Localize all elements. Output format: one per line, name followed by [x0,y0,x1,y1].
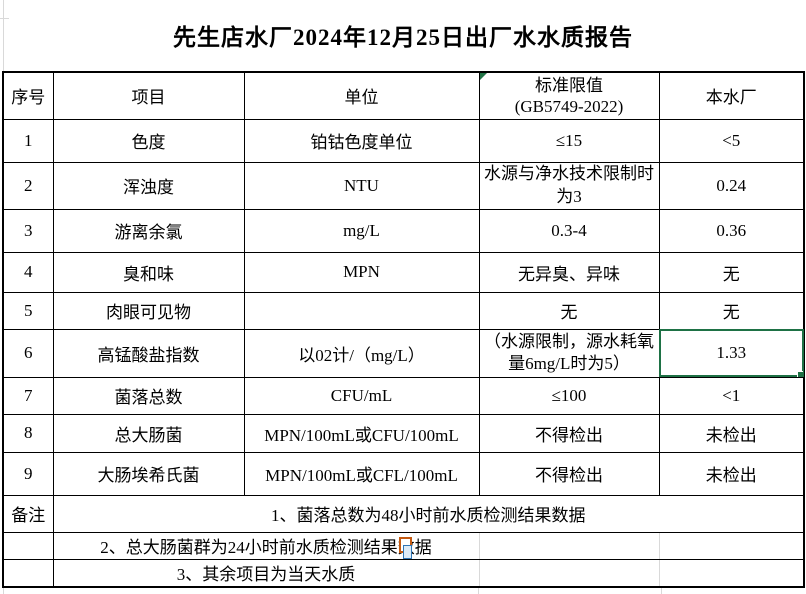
cell-no[interactable]: 1 [2,118,54,163]
paste-options-icon[interactable] [399,537,412,559]
table-row: 2 浑浊度 NTU 水源与净水技术限制时为3 0.24 [2,161,805,210]
cell-value[interactable]: 未检出 [658,451,805,496]
cell-unit[interactable]: NTU [243,161,480,210]
cell-item[interactable]: 肉眼可见物 [52,291,245,330]
table-row: 8 总大肠菌 MPN/100mL或CFU/100mL 不得检出 未检出 [2,413,805,453]
cell-item[interactable]: 大肠埃希氏菌 [52,451,245,496]
cell-item[interactable]: 高锰酸盐指数 [52,328,245,378]
note-row-3: 3、其余项目为当天水质 [2,558,805,588]
gridline-bottom-stub-2 [661,588,662,594]
cell-no[interactable]: 7 [2,376,54,415]
empty-cell[interactable] [658,531,805,560]
cell-no[interactable]: 9 [2,451,54,496]
cell-standard[interactable]: 不得检出 [478,413,660,453]
cell-no[interactable]: 6 [2,328,54,378]
note-empty-cell[interactable] [2,531,54,560]
cell-value[interactable]: 无 [658,251,805,293]
header-standard-line2: (GB5749-2022) [514,96,624,116]
note-row-1: 备注 1、菌落总数为48小时前水质检测结果数据 [2,494,805,533]
selected-cell[interactable]: 1.33 [658,328,805,378]
cell-standard[interactable]: 无 [478,291,660,330]
cell-standard[interactable]: 无异臭、异味 [478,251,660,293]
table-row: 7 菌落总数 CFU/mL ≤100 <1 [2,376,805,415]
report-title[interactable]: 先生店水厂2024年12月25日出厂水水质报告 [173,25,633,50]
table-row: 6 高锰酸盐指数 以02计/（mg/L） （水源限制，源水耗氧量6mg/L时为5） 1.… [2,328,805,378]
cell-item[interactable]: 臭和味 [52,251,245,293]
empty-cell[interactable] [478,558,660,588]
cell-no[interactable]: 5 [2,291,54,330]
empty-cell[interactable] [658,558,805,588]
table-row: 3 游离余氯 mg/L 0.3-4 0.36 [2,208,805,253]
cell-unit[interactable]: mg/L [243,208,480,253]
note-label-cell[interactable]: 备注 [2,494,54,533]
cell-unit[interactable]: 以02计/（mg/L） [243,328,480,378]
header-row: 序号 项目 单位 标准限值 (GB5749-2022) 本水厂 [2,71,805,120]
header-unit[interactable]: 单位 [243,71,480,120]
cell-unit[interactable] [243,291,480,330]
cell-unit[interactable]: MPN [243,251,480,293]
cell-value[interactable]: 无 [658,291,805,330]
empty-cell[interactable] [478,531,660,560]
cell-standard[interactable]: 水源与净水技术限制时为3 [478,161,660,210]
note-text-1[interactable]: 1、菌落总数为48小时前水质检测结果数据 [52,494,805,533]
table-row: 1 色度 铂钴色度单位 ≤15 <5 [2,118,805,163]
cell-no[interactable]: 4 [2,251,54,293]
fill-handle[interactable] [797,370,803,376]
cell-value[interactable]: 0.24 [658,161,805,210]
cell-value[interactable]: 0.36 [658,208,805,253]
cell-value[interactable]: 未检出 [658,413,805,453]
cell-no[interactable]: 3 [2,208,54,253]
note-row-2: 2、总大肠菌群为24小时前水质检测结果数据 [2,531,805,560]
cell-item[interactable]: 总大肠菌 [52,413,245,453]
cell-no[interactable]: 2 [2,161,54,210]
cell-item[interactable]: 菌落总数 [52,376,245,415]
cell-standard[interactable]: ≤100 [478,376,660,415]
table-row: 5 肉眼可见物 无无 [2,291,805,330]
cell-item[interactable]: 色度 [52,118,245,163]
cell-standard[interactable]: 不得检出 [478,451,660,496]
cell-standard[interactable]: ≤15 [478,118,660,163]
gridline-top-stub [0,18,9,19]
cell-standard[interactable]: （水源限制，源水耗氧量6mg/L时为5） [478,328,660,378]
table-row: 4 臭和味 MPN 无异臭、异味无 [2,251,805,293]
page-glyph [403,545,412,559]
water-quality-table: 序号 项目 单位 标准限值 (GB5749-2022) 本水厂 1 色度 铂钴色度单… [2,71,805,588]
cell-unit[interactable]: MPN/100mL或CFL/100mL [243,451,480,496]
note-text-2[interactable]: 2、总大肠菌群为24小时前水质检测结果数据 [52,531,480,560]
header-item[interactable]: 项目 [52,71,245,120]
table-row: 9 大肠埃希氏菌 MPN/100mL或CFL/100mL 不得检出 未检出 [2,451,805,496]
cell-item[interactable]: 游离余氯 [52,208,245,253]
cell-value[interactable]: <5 [658,118,805,163]
header-standard[interactable]: 标准限值 (GB5749-2022) [478,71,660,120]
header-standard-line1: 标准限值 [535,75,603,95]
cell-item[interactable]: 浑浊度 [52,161,245,210]
header-no[interactable]: 序号 [2,71,54,120]
error-indicator-triangle [480,73,487,80]
header-plant[interactable]: 本水厂 [658,71,805,120]
cell-unit[interactable]: 铂钴色度单位 [243,118,480,163]
cell-unit[interactable]: MPN/100mL或CFU/100mL [243,413,480,453]
cell-no[interactable]: 8 [2,413,54,453]
cell-value[interactable]: <1 [658,376,805,415]
gridline-bottom-stub-1 [478,588,479,594]
note-empty-cell[interactable] [2,558,54,588]
note-text-3[interactable]: 3、其余项目为当天水质 [52,558,480,588]
cell-standard[interactable]: 0.3-4 [478,208,660,253]
cell-unit[interactable]: CFU/mL [243,376,480,415]
